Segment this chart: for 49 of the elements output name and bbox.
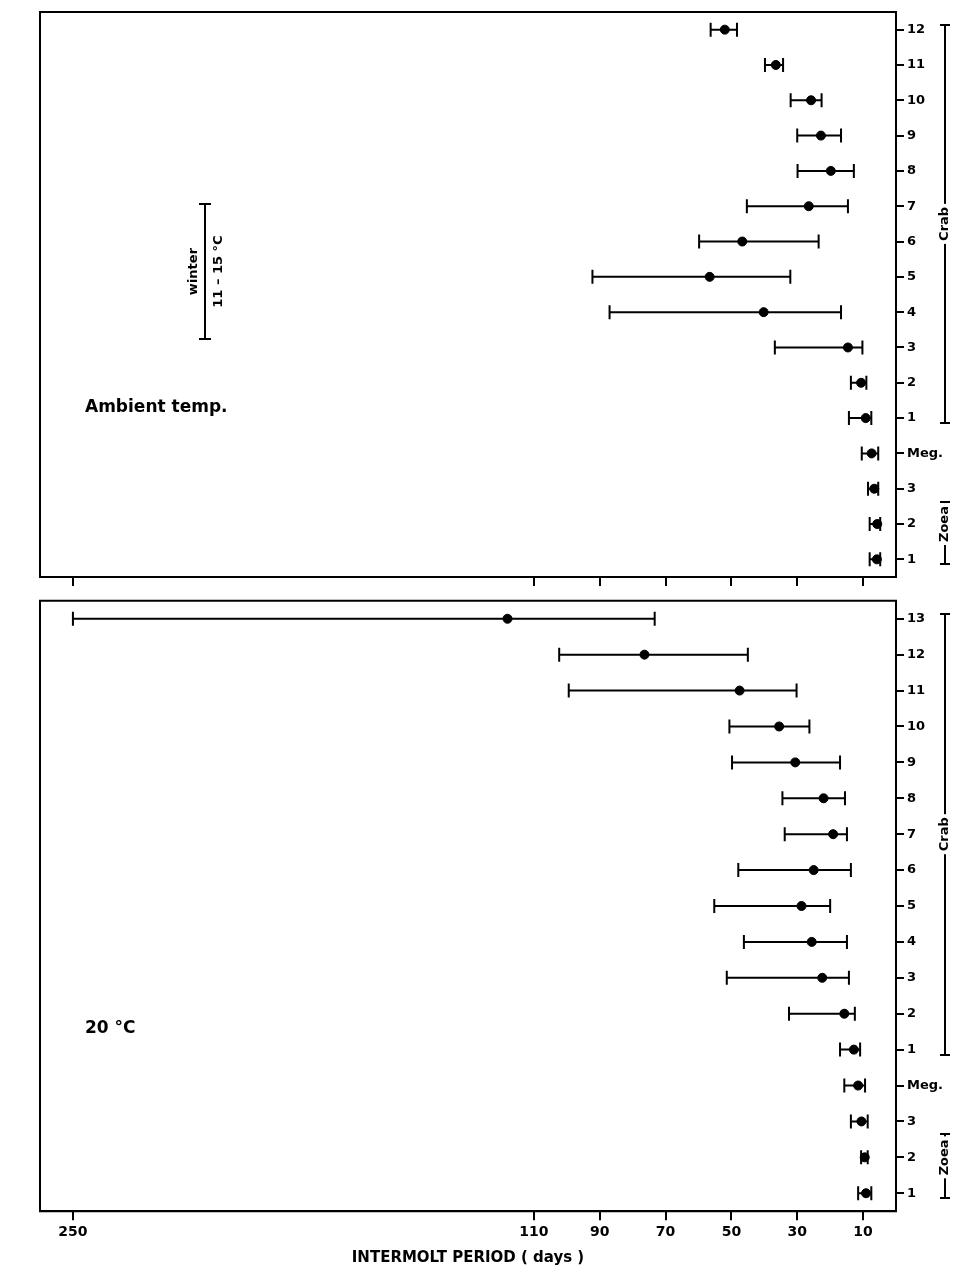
x-tick-label: 50	[721, 1223, 742, 1240]
x-tick-label: 70	[655, 1223, 676, 1240]
y-tick-label: 9	[907, 753, 917, 769]
x-tick-label: 90	[589, 1223, 610, 1240]
y-tick-label: 10	[907, 717, 926, 733]
y-tick-label: 2	[907, 515, 917, 531]
y-tick-label: 3	[907, 969, 917, 985]
y-tick-label: 7	[907, 825, 917, 841]
y-tick-label: 6	[907, 861, 917, 877]
y-tick-label: 4	[907, 303, 917, 319]
y-tick-label: 2	[907, 1005, 917, 1021]
y-tick-label: 1	[907, 550, 917, 566]
y-tick-label: 1	[907, 409, 917, 425]
x-axis-title: INTERMOLT PERIOD ( days )	[351, 1247, 585, 1266]
x-tick-label: 250	[58, 1223, 88, 1240]
y-tick-label: 10	[907, 91, 926, 107]
x-tick-label: 110	[519, 1223, 549, 1240]
y-tick-label: 12	[907, 21, 926, 37]
y-tick-label: Meg.	[907, 444, 943, 460]
y-tick-label: 2	[907, 374, 917, 390]
x-tick-label: 30	[787, 1223, 808, 1240]
y-tick-label: 1	[907, 1041, 917, 1056]
y-tick-label: 8	[907, 162, 917, 178]
text: Ambient temp.	[85, 395, 228, 416]
y-tick-label: 2	[907, 1148, 917, 1164]
y-tick-label: 12	[907, 646, 926, 662]
y-tick-label: 9	[907, 126, 917, 142]
text: Crab	[936, 206, 952, 241]
y-tick-label: 11	[907, 56, 926, 72]
y-tick-label: 5	[907, 268, 917, 284]
y-tick-label: 8	[907, 789, 917, 805]
y-tick-label: 3	[907, 338, 917, 354]
text: Zoea	[936, 1139, 952, 1176]
text: Zoea	[936, 506, 952, 543]
annotation: 11 – 15 °C	[210, 235, 226, 308]
y-tick-label: 3	[907, 1112, 917, 1128]
y-tick-label: 5	[907, 897, 917, 913]
y-tick-label: 4	[907, 933, 917, 949]
y-tick-label: 3	[907, 480, 917, 496]
annotation: winter	[185, 247, 201, 296]
y-tick-label: 6	[907, 232, 917, 248]
y-tick-label: Meg.	[907, 1076, 943, 1092]
y-tick-label: 7	[907, 197, 917, 213]
y-tick-label: 13	[907, 610, 926, 626]
text: Crab	[936, 817, 952, 852]
text: 20 °C	[85, 1016, 136, 1037]
y-tick-label: 1	[907, 1184, 917, 1200]
x-tick-label: 10	[853, 1223, 874, 1240]
y-tick-label: 11	[907, 681, 926, 697]
